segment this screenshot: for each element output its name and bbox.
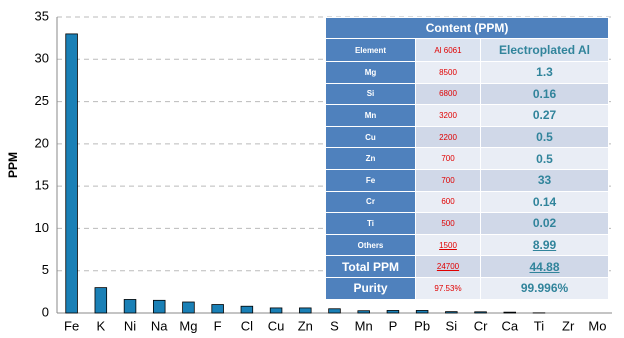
table-row: Si 6800 0.16: [325, 82, 610, 106]
table-cell: Ti: [325, 212, 416, 235]
table-cell: 0.27: [479, 104, 610, 127]
y-tick-label: 35: [35, 8, 49, 23]
table-row: Purity 97.53% 99.996%: [325, 276, 610, 300]
bar: [386, 310, 400, 314]
header-cell: Electroplated Al: [479, 38, 610, 62]
table-cell: 0.5: [479, 147, 610, 170]
x-tick-label: Cr: [474, 318, 488, 333]
header-cell: Al 6061: [415, 38, 481, 62]
x-tick-label: Si: [446, 318, 458, 333]
x-tick-label: Na: [151, 318, 168, 333]
table-cell: 0.5: [479, 125, 610, 149]
header-cell: Element: [325, 38, 416, 62]
bar: [299, 307, 312, 314]
table-cell: 700: [415, 147, 481, 170]
y-axis-label: PPM: [6, 152, 20, 178]
table-cell: 3200: [415, 104, 481, 127]
x-tick-label: Mo: [588, 318, 606, 333]
table-cell: 97.53%: [415, 276, 481, 300]
bar: [152, 299, 166, 314]
bar: [65, 33, 78, 314]
table-row: Others 1500 8.99: [325, 233, 610, 257]
x-tick-label: P: [389, 318, 398, 333]
bar: [415, 310, 429, 314]
bar: [123, 299, 137, 314]
x-tick-label: Ca: [501, 318, 518, 333]
table-cell: 8500: [415, 61, 481, 84]
table-cell: 500: [415, 212, 481, 235]
y-tick-label: 25: [35, 93, 49, 108]
table-cell: Mn: [325, 104, 416, 127]
table-cell: 700: [415, 168, 481, 192]
table-cell: 1500: [415, 233, 481, 257]
table-cell: 44.88: [479, 255, 610, 278]
bar: [240, 305, 254, 314]
bar: [182, 301, 195, 314]
table-cell: Others: [325, 233, 416, 257]
y-tick-label: 20: [35, 135, 49, 150]
table-cell: 0.14: [479, 190, 610, 214]
bar: [269, 307, 283, 314]
table-cell: Purity: [325, 276, 416, 300]
content-table: Content (PPM) Element Al 6061 Electropla…: [324, 17, 610, 300]
table-row: Ti 500 0.02: [325, 212, 610, 235]
x-tick-label: Ti: [534, 318, 544, 333]
table-row: Mn 3200 0.27: [325, 104, 610, 127]
table-row: Total PPM 24700 44.88: [325, 255, 610, 278]
table-cell: 33: [479, 168, 610, 192]
bar: [328, 308, 341, 314]
table-cell: Mg: [325, 61, 416, 84]
y-tick-label: 0: [42, 304, 49, 319]
bar: [211, 304, 224, 314]
x-tick-label: F: [214, 318, 222, 333]
table-cell: 2200: [415, 125, 481, 149]
y-tick-label: 5: [42, 262, 49, 277]
table-row: Zn 700 0.5: [325, 147, 610, 170]
table-row: Mg 8500 1.3: [325, 61, 610, 84]
table-cell: Cu: [325, 125, 416, 149]
y-tick-label: 15: [35, 178, 49, 193]
table-title: Content (PPM): [324, 17, 610, 39]
x-tick-label: Zn: [298, 318, 313, 333]
bar: [445, 311, 458, 314]
x-tick-label: Cl: [241, 318, 253, 333]
table-cell: 24700: [415, 255, 481, 278]
x-tick-label: Mn: [355, 318, 373, 333]
x-tick-label: Pb: [414, 318, 430, 333]
table-cell: 99.996%: [479, 276, 610, 300]
table-cell: Zn: [325, 147, 416, 170]
table-cell: Cr: [325, 190, 416, 214]
table-cell: 6800: [415, 82, 481, 106]
x-tick-label: Zr: [562, 318, 575, 333]
x-tick-label: Mg: [179, 318, 197, 333]
bar: [357, 310, 370, 314]
y-tick-label: 10: [35, 220, 49, 235]
table-cell: 0.02: [479, 212, 610, 235]
bar: [503, 311, 517, 314]
table-cell: 1.3: [479, 61, 610, 84]
y-tick-label: 30: [35, 51, 49, 66]
bar: [94, 287, 108, 314]
x-tick-label: Ni: [124, 318, 136, 333]
x-tick-label: K: [96, 318, 105, 333]
x-tick-label: S: [330, 318, 339, 333]
table-cell: 8.99: [479, 233, 610, 257]
table-cell: Fe: [325, 168, 416, 192]
table-cell: 0.16: [479, 82, 610, 106]
table-row: Fe 700 33: [325, 168, 610, 192]
table-row: Cu 2200 0.5: [325, 125, 610, 149]
table-cell: Total PPM: [325, 255, 416, 278]
table-cell: 600: [415, 190, 481, 214]
bar: [474, 311, 487, 314]
table-row: Cr 600 0.14: [325, 190, 610, 214]
table-cell: Si: [325, 82, 416, 106]
x-tick-label: Cu: [268, 318, 285, 333]
x-tick-label: Fe: [64, 318, 79, 333]
